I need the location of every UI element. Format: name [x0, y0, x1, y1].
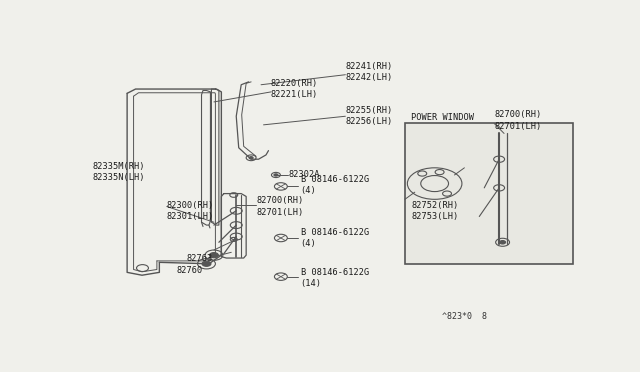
- Circle shape: [209, 253, 218, 258]
- Text: 82300(RH)
82301(LH): 82300(RH) 82301(LH): [167, 201, 214, 221]
- Bar: [405, 124, 573, 264]
- Text: B 08146-6122G
(14): B 08146-6122G (14): [301, 268, 369, 288]
- Text: 82700(RH)
82701(LH): 82700(RH) 82701(LH): [494, 110, 541, 131]
- Text: ^823*0  8: ^823*0 8: [442, 312, 487, 321]
- Circle shape: [274, 174, 278, 176]
- Text: B 08146-6122G
(4): B 08146-6122G (4): [301, 228, 369, 248]
- Text: 82335M(RH)
82335N(LH): 82335M(RH) 82335N(LH): [92, 162, 145, 182]
- Text: POWER WINDOW: POWER WINDOW: [412, 113, 474, 122]
- Text: 82700(RH)
82701(LH): 82700(RH) 82701(LH): [256, 196, 303, 217]
- Text: 82760: 82760: [177, 266, 203, 275]
- Circle shape: [249, 157, 253, 159]
- Text: 82220(RH)
82221(LH): 82220(RH) 82221(LH): [271, 79, 318, 99]
- Circle shape: [202, 261, 211, 266]
- Text: 82241(RH)
82242(LH): 82241(RH) 82242(LH): [346, 62, 392, 82]
- Text: 82255(RH)
82256(LH): 82255(RH) 82256(LH): [346, 106, 392, 126]
- Text: 82763: 82763: [187, 254, 213, 263]
- Circle shape: [500, 241, 506, 244]
- Text: 82302A: 82302A: [288, 170, 320, 179]
- Text: B 08146-6122G
(4): B 08146-6122G (4): [301, 175, 369, 195]
- Text: 82752(RH)
82753(LH): 82752(RH) 82753(LH): [412, 201, 459, 221]
